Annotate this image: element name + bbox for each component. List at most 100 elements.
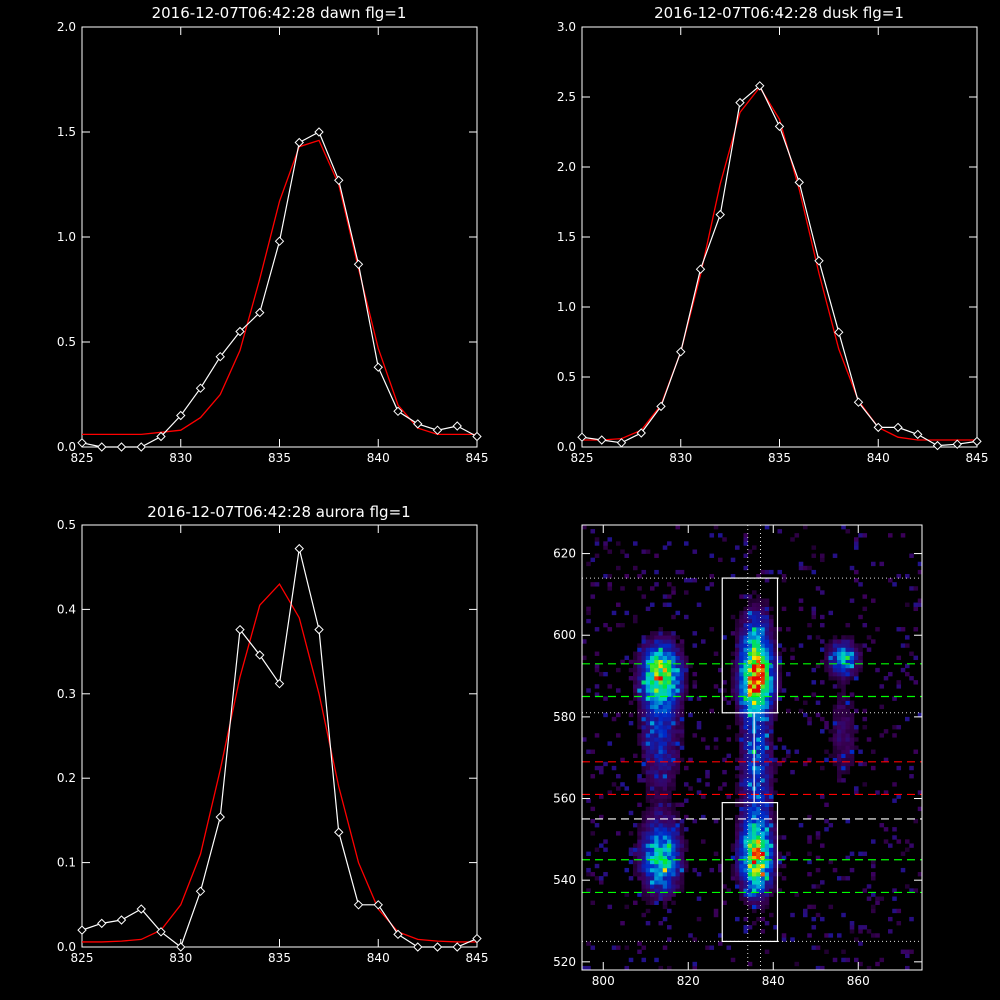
heatmap-cell bbox=[692, 578, 698, 583]
heatmap-cell bbox=[743, 884, 749, 889]
heatmap-cell bbox=[679, 872, 685, 877]
heatmap-cell bbox=[764, 708, 770, 714]
heatmap-cell bbox=[735, 643, 740, 648]
heatmap-cell bbox=[662, 712, 668, 718]
heatmap-cell bbox=[667, 720, 672, 726]
heatmap-cell bbox=[905, 671, 910, 677]
heatmap-cell bbox=[662, 872, 668, 877]
heatmap-cell bbox=[845, 761, 851, 767]
heatmap-cell bbox=[633, 863, 638, 869]
heatmap-cell bbox=[769, 680, 774, 685]
dusk-data-point bbox=[853, 397, 864, 407]
heatmap-cell bbox=[641, 851, 647, 856]
heatmap-cell bbox=[671, 818, 676, 824]
heatmap-cell bbox=[675, 802, 681, 807]
heatmap-cell bbox=[645, 647, 651, 652]
heatmap-cell bbox=[756, 769, 761, 775]
heatmap-cell bbox=[662, 876, 668, 881]
heatmap-cell bbox=[730, 663, 736, 669]
heatmap-cell bbox=[645, 761, 651, 767]
heatmap-cell bbox=[722, 635, 727, 640]
heatmap-cell bbox=[662, 896, 668, 901]
heatmap-cell bbox=[654, 778, 659, 783]
heatmap-cell bbox=[603, 712, 608, 718]
heatmap-cell bbox=[773, 700, 778, 705]
heatmap-cell bbox=[849, 745, 855, 750]
heatmap-cell bbox=[658, 880, 664, 885]
heatmap-cell bbox=[739, 663, 744, 669]
heatmap-cell bbox=[679, 671, 685, 677]
heatmap-cell bbox=[633, 851, 638, 856]
heatmap-cell bbox=[658, 876, 664, 881]
heatmap-cell bbox=[777, 671, 783, 677]
heatmap-cell bbox=[679, 569, 685, 575]
heatmap-cell bbox=[824, 827, 829, 832]
heatmap-cell bbox=[747, 839, 753, 844]
heatmap-cell bbox=[811, 692, 817, 697]
heatmap-cell bbox=[662, 835, 668, 840]
heatmap-cell bbox=[769, 814, 774, 820]
heatmap-cell bbox=[892, 725, 897, 730]
heatmap-cell bbox=[747, 855, 753, 861]
heatmap-cell bbox=[773, 823, 778, 828]
heatmap-cell bbox=[858, 647, 863, 652]
heatmap-cell bbox=[752, 823, 757, 828]
heatmap-cell bbox=[858, 643, 863, 648]
heatmap-cell bbox=[637, 696, 642, 701]
heatmap-cell bbox=[679, 716, 685, 722]
heatmap-cell bbox=[667, 908, 672, 914]
heatmap-cell bbox=[705, 769, 710, 775]
heatmap-cell bbox=[662, 863, 668, 869]
heatmap-cell bbox=[671, 708, 676, 714]
heatmap-cell bbox=[671, 880, 676, 885]
heatmap-cell bbox=[841, 635, 846, 640]
heatmap-cell bbox=[590, 806, 596, 812]
heatmap-cell bbox=[658, 635, 664, 640]
heatmap-cell bbox=[739, 810, 744, 816]
heatmap-cell bbox=[735, 700, 740, 705]
heatmap-cell bbox=[756, 573, 761, 579]
heatmap-cell bbox=[658, 741, 664, 746]
heatmap-cell bbox=[671, 700, 676, 705]
heatmap-cell bbox=[645, 900, 651, 905]
heatmap-cell bbox=[662, 855, 668, 861]
heatmap-cell bbox=[692, 937, 698, 942]
heatmap-cell bbox=[760, 716, 766, 722]
heatmap-cell bbox=[620, 659, 625, 665]
spectrogram-plot-frame bbox=[581, 524, 923, 971]
heatmap-cell bbox=[828, 823, 834, 828]
heatmap-cell bbox=[743, 810, 749, 816]
heatmap-cell bbox=[594, 847, 600, 852]
heatmap-cell bbox=[841, 749, 846, 754]
heatmap-cell bbox=[658, 737, 664, 742]
heatmap-cell bbox=[645, 659, 651, 665]
heatmap-cell bbox=[671, 843, 676, 848]
heatmap-cell bbox=[743, 725, 749, 730]
heatmap-cell bbox=[845, 680, 851, 685]
heatmap-cell bbox=[769, 753, 774, 759]
heatmap-cell bbox=[667, 655, 672, 661]
heatmap-cell bbox=[726, 753, 732, 759]
heatmap-cell bbox=[849, 671, 855, 677]
heatmap-cell bbox=[684, 782, 689, 787]
heatmap-cell bbox=[637, 835, 642, 840]
heatmap-cell bbox=[747, 610, 753, 616]
heatmap-cell bbox=[828, 643, 834, 648]
heatmap-cell bbox=[650, 786, 655, 791]
heatmap-cell bbox=[837, 704, 842, 710]
heatmap-cell bbox=[854, 643, 859, 648]
heatmap-cell bbox=[667, 774, 672, 779]
heatmap-cell bbox=[650, 814, 655, 820]
heatmap-cell bbox=[837, 725, 842, 730]
heatmap-cell bbox=[594, 876, 600, 881]
heatmap-cell bbox=[747, 851, 753, 856]
heatmap-cell bbox=[777, 888, 783, 893]
heatmap-cell bbox=[747, 835, 753, 840]
heatmap-cell bbox=[837, 745, 842, 750]
heatmap-cell bbox=[730, 692, 736, 697]
heatmap-cell bbox=[760, 622, 766, 628]
heatmap-cell bbox=[841, 651, 846, 656]
heatmap-cell bbox=[628, 957, 634, 963]
heatmap-cell bbox=[675, 647, 681, 652]
